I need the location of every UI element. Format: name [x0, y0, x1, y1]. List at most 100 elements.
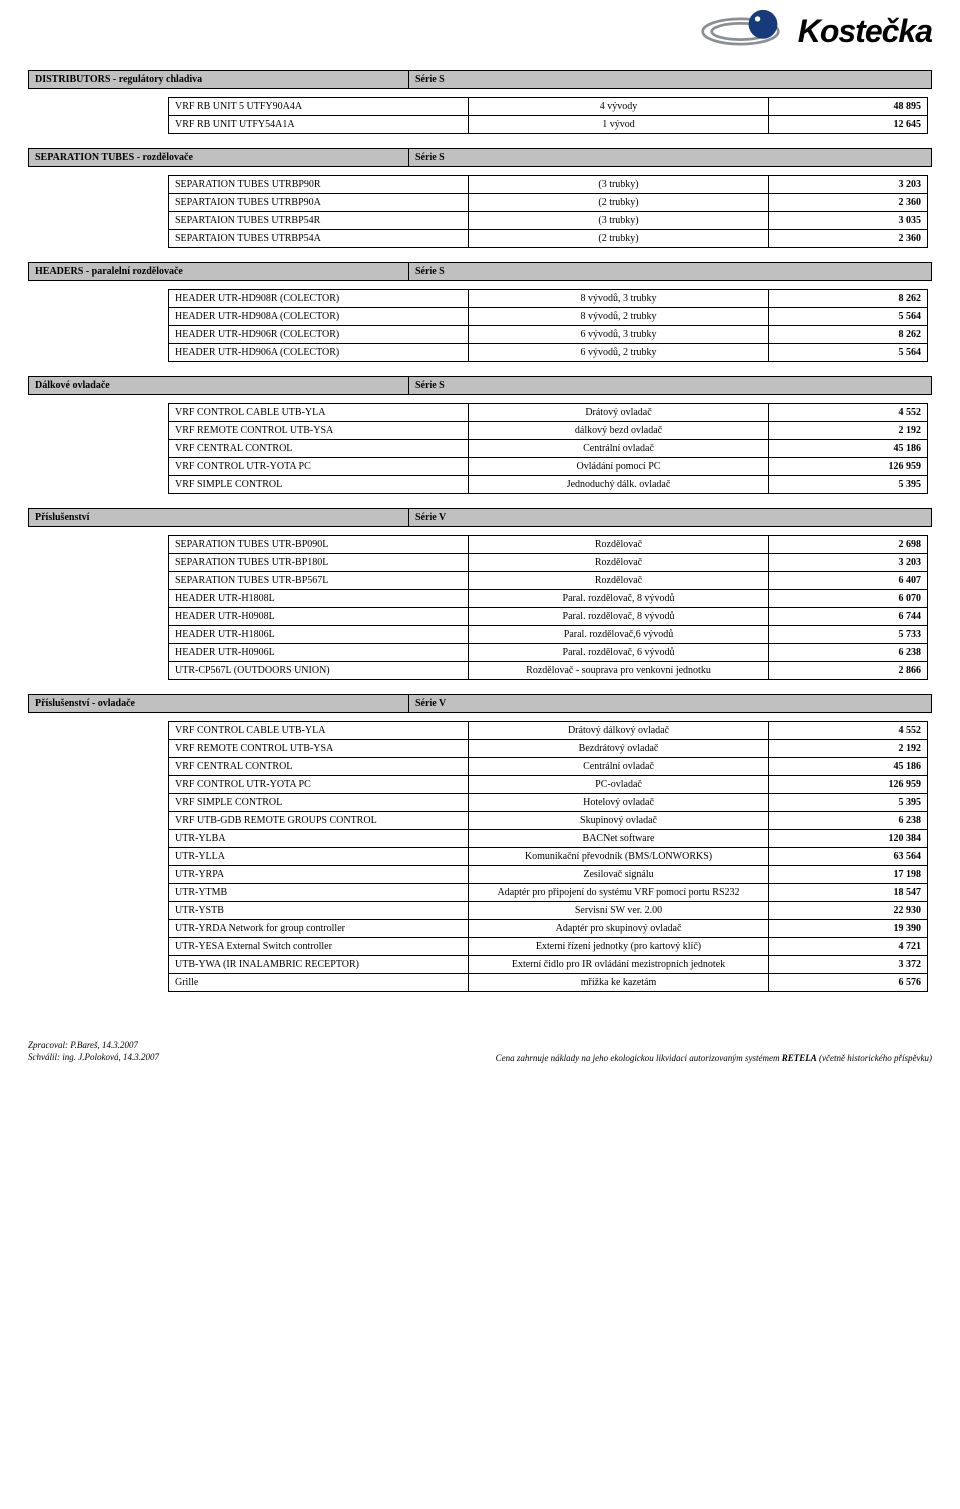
footer-note-post: (včetně historického příspěvku) [817, 1053, 932, 1063]
cell-product: SEPARTAION TUBES UTRBP54R [169, 212, 469, 230]
section-series: Série V [409, 695, 931, 712]
cell-product: UTR-YESA External Switch controller [169, 938, 469, 956]
cell-description: Paral. rozdělovač, 8 vývodů [469, 608, 769, 626]
cell-description: Adaptér pro připojení do systému VRF pom… [469, 884, 769, 902]
cell-description: Externí řízení jednotky (pro kartový klí… [469, 938, 769, 956]
section-title: SEPARATION TUBES - rozdělovače [29, 149, 409, 166]
cell-description: Paral. rozdělovač, 8 vývodů [469, 590, 769, 608]
cell-description: Rozdělovač - souprava pro venkovní jedno… [469, 662, 769, 680]
page-footer: Zpracoval: P.Bareš, 14.3.2007 Schválil: … [28, 1040, 932, 1063]
cell-description: Drátový ovladač [469, 404, 769, 422]
cell-description: Komunikační převodník (BMS/LONWORKS) [469, 848, 769, 866]
cell-description: Bezdrátový ovladač [469, 740, 769, 758]
cell-price: 3 035 [769, 212, 928, 230]
table-row: VRF CONTROL CABLE UTB-YLADrátový ovladač… [169, 404, 928, 422]
cell-product: UTR-YLLA [169, 848, 469, 866]
table-row: UTR-YLLAKomunikační převodník (BMS/LONWO… [169, 848, 928, 866]
section-title: Příslušenství - ovladače [29, 695, 409, 712]
cell-product: UTR-YTMB [169, 884, 469, 902]
cell-price: 63 564 [769, 848, 928, 866]
section-series: Série S [409, 263, 931, 280]
cell-description: (2 trubky) [469, 230, 769, 248]
cell-price: 4 552 [769, 722, 928, 740]
section-header: Příslušenství - ovladačeSérie V [28, 694, 932, 713]
section-series: Série S [409, 149, 931, 166]
cell-description: Jednoduchý dálk. ovladač [469, 476, 769, 494]
table-row: VRF RB UNIT 5 UTFY90A4A4 vývody48 895 [169, 98, 928, 116]
section-series: Série V [409, 509, 931, 526]
table-row: SEPARATION TUBES UTR-BP090LRozdělovač2 6… [169, 536, 928, 554]
table-row: HEADER UTR-HD906A (COLECTOR)6 vývodů, 2 … [169, 344, 928, 362]
cell-product: VRF REMOTE CONTROL UTB-YSA [169, 422, 469, 440]
cell-product: UTR-YRDA Network for group controller [169, 920, 469, 938]
cell-price: 3 203 [769, 176, 928, 194]
table-row: VRF REMOTE CONTROL UTB-YSAdálkový bezd o… [169, 422, 928, 440]
cell-product: VRF CENTRAL CONTROL [169, 758, 469, 776]
cell-description: 8 vývodů, 3 trubky [469, 290, 769, 308]
cell-price: 2 360 [769, 194, 928, 212]
table-row: UTR-YTMBAdaptér pro připojení do systému… [169, 884, 928, 902]
table-row: SEPARATION TUBES UTR-BP180LRozdělovač3 2… [169, 554, 928, 572]
cell-price: 2 192 [769, 740, 928, 758]
cell-product: HEADER UTR-H1806L [169, 626, 469, 644]
cell-description: Externí čidlo pro IR ovládání mezistropn… [469, 956, 769, 974]
cell-description: Zesilovač signálu [469, 866, 769, 884]
cell-product: UTR-YLBA [169, 830, 469, 848]
cell-price: 22 930 [769, 902, 928, 920]
footer-note: Cena zahrnuje náklady na jeho ekologicko… [496, 1053, 932, 1063]
cell-description: (3 trubky) [469, 212, 769, 230]
section-header: PříslušenstvíSérie V [28, 508, 932, 527]
cell-price: 3 372 [769, 956, 928, 974]
cell-price: 5 395 [769, 794, 928, 812]
cell-price: 8 262 [769, 290, 928, 308]
table-row: HEADER UTR-H0908LParal. rozdělovač, 8 vý… [169, 608, 928, 626]
section-header: DISTRIBUTORS - regulátory chladivaSérie … [28, 70, 932, 89]
table-row: UTR-YSTBServisní SW ver. 2.0022 930 [169, 902, 928, 920]
cell-description: mřížka ke kazetám [469, 974, 769, 992]
cell-description: Rozdělovač [469, 572, 769, 590]
cell-price: 5 733 [769, 626, 928, 644]
cell-product: Grille [169, 974, 469, 992]
cell-product: VRF CONTROL UTR-YOTA PC [169, 458, 469, 476]
cell-description: Paral. rozdělovač,6 vývodů [469, 626, 769, 644]
table-row: SEPARATION TUBES UTRBP90R(3 trubky)3 203 [169, 176, 928, 194]
cell-product: SEPARTAION TUBES UTRBP90A [169, 194, 469, 212]
table-row: UTB-YWA (IR INALAMBRIC RECEPTOR)Externí … [169, 956, 928, 974]
table-row: UTR-CP567L (OUTDOORS UNION)Rozdělovač - … [169, 662, 928, 680]
section-series: Série S [409, 71, 931, 88]
cell-description: 8 vývodů, 2 trubky [469, 308, 769, 326]
cell-product: SEPARTAION TUBES UTRBP54A [169, 230, 469, 248]
cell-price: 126 959 [769, 458, 928, 476]
table-row: Grillemřížka ke kazetám6 576 [169, 974, 928, 992]
table-row: VRF RB UNIT UTFY54A1A1 vývod12 645 [169, 116, 928, 134]
cell-description: 6 vývodů, 3 trubky [469, 326, 769, 344]
table-row: HEADER UTR-HD906R (COLECTOR)6 vývodů, 3 … [169, 326, 928, 344]
footer-approver: Schválil: ing. J.Poloková, 14.3.2007 [28, 1052, 159, 1064]
cell-product: UTR-YRPA [169, 866, 469, 884]
cell-description: Rozdělovač [469, 536, 769, 554]
cell-product: VRF CONTROL CABLE UTB-YLA [169, 404, 469, 422]
cell-product: SEPARATION TUBES UTR-BP090L [169, 536, 469, 554]
table-row: VRF CONTROL UTR-YOTA PCPC-ovladač126 959 [169, 776, 928, 794]
footer-note-pre: Cena zahrnuje náklady na jeho ekologicko… [496, 1053, 782, 1063]
section-title: HEADERS - paralelní rozdělovače [29, 263, 409, 280]
table-row: UTR-YRDA Network for group controllerAda… [169, 920, 928, 938]
cell-product: HEADER UTR-HD906R (COLECTOR) [169, 326, 469, 344]
table-row: HEADER UTR-H1806LParal. rozdělovač,6 výv… [169, 626, 928, 644]
table-row: HEADER UTR-HD908R (COLECTOR)8 vývodů, 3 … [169, 290, 928, 308]
cell-product: UTR-CP567L (OUTDOORS UNION) [169, 662, 469, 680]
cell-product: VRF CENTRAL CONTROL [169, 440, 469, 458]
cell-price: 12 645 [769, 116, 928, 134]
cell-description: Paral. rozdělovač, 6 vývodů [469, 644, 769, 662]
cell-price: 3 203 [769, 554, 928, 572]
table-row: VRF REMOTE CONTROL UTB-YSABezdrátový ovl… [169, 740, 928, 758]
data-table: VRF CONTROL CABLE UTB-YLADrátový ovladač… [168, 403, 928, 494]
table-row: VRF SIMPLE CONTROLHotelový ovladač5 395 [169, 794, 928, 812]
cell-product: VRF SIMPLE CONTROL [169, 794, 469, 812]
section-header: Dálkové ovladačeSérie S [28, 376, 932, 395]
section-title: DISTRIBUTORS - regulátory chladiva [29, 71, 409, 88]
cell-product: HEADER UTR-HD908R (COLECTOR) [169, 290, 469, 308]
cell-description: Adaptér pro skupinový ovladač [469, 920, 769, 938]
footer-author: Zpracoval: P.Bareš, 14.3.2007 [28, 1040, 159, 1052]
cell-price: 48 895 [769, 98, 928, 116]
